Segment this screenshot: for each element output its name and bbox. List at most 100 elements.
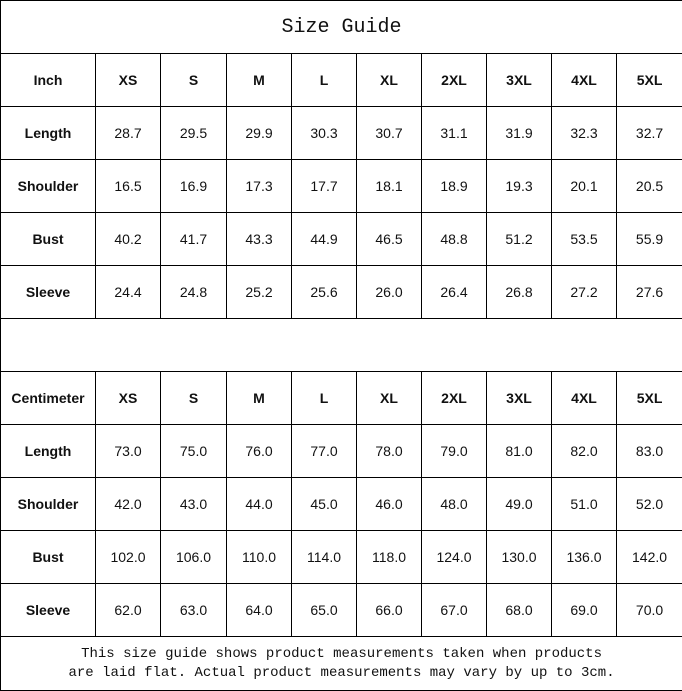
measurement-cell: 51.0 (552, 478, 617, 531)
footer-row: This size guide shows product measuremen… (1, 637, 682, 691)
row-label: Bust (1, 213, 96, 266)
measurement-cell: 142.0 (617, 531, 682, 584)
measurement-cell: 136.0 (552, 531, 617, 584)
spacer-row (1, 319, 682, 372)
measurement-cell: 20.1 (552, 160, 617, 213)
measurement-cell: 16.5 (96, 160, 161, 213)
measurement-cell: 53.5 (552, 213, 617, 266)
measurement-cell: 19.3 (487, 160, 552, 213)
measurement-cell: 44.0 (227, 478, 292, 531)
measurement-cell: 64.0 (227, 584, 292, 637)
measurement-cell: 83.0 (617, 425, 682, 478)
footer-note: This size guide shows product measuremen… (1, 637, 682, 691)
measurement-cell: 67.0 (422, 584, 487, 637)
size-header: L (292, 372, 357, 425)
measurement-cell: 66.0 (357, 584, 422, 637)
measurement-cell: 52.0 (617, 478, 682, 531)
measurement-cell: 28.7 (96, 107, 161, 160)
measurement-cell: 31.9 (487, 107, 552, 160)
measurement-cell: 41.7 (161, 213, 227, 266)
measurement-cell: 75.0 (161, 425, 227, 478)
measurement-cell: 20.5 (617, 160, 682, 213)
measurement-cell: 82.0 (552, 425, 617, 478)
measurement-cell: 73.0 (96, 425, 161, 478)
measurement-cell: 102.0 (96, 531, 161, 584)
measurement-cell: 65.0 (292, 584, 357, 637)
measurement-cell: 32.3 (552, 107, 617, 160)
measurement-cell: 24.8 (161, 266, 227, 319)
measurement-cell: 40.2 (96, 213, 161, 266)
measurement-cell: 32.7 (617, 107, 682, 160)
size-header: 3XL (487, 372, 552, 425)
size-header: S (161, 372, 227, 425)
measurement-cell: 26.4 (422, 266, 487, 319)
measurement-cell: 46.0 (357, 478, 422, 531)
measurement-cell: 18.9 (422, 160, 487, 213)
measurement-cell: 16.9 (161, 160, 227, 213)
measurement-cell: 49.0 (487, 478, 552, 531)
size-header: XL (357, 54, 422, 107)
row-label: Shoulder (1, 160, 96, 213)
measurement-cell: 81.0 (487, 425, 552, 478)
measurement-cell: 30.7 (357, 107, 422, 160)
measurement-cell: 69.0 (552, 584, 617, 637)
measurement-cell: 26.0 (357, 266, 422, 319)
row-label: Sleeve (1, 266, 96, 319)
row-label: Sleeve (1, 584, 96, 637)
size-header: L (292, 54, 357, 107)
measurement-cell: 27.6 (617, 266, 682, 319)
measurement-cell: 68.0 (487, 584, 552, 637)
measurement-cell: 130.0 (487, 531, 552, 584)
measurement-cell: 79.0 (422, 425, 487, 478)
size-header: XL (357, 372, 422, 425)
size-header: 3XL (487, 54, 552, 107)
measurement-cell: 55.9 (617, 213, 682, 266)
measurement-cell: 110.0 (227, 531, 292, 584)
spacer-cell (1, 319, 682, 372)
page-title: Size Guide (1, 1, 682, 54)
measurement-cell: 18.1 (357, 160, 422, 213)
size-header: 2XL (422, 372, 487, 425)
size-header: 5XL (617, 372, 682, 425)
row-label: Bust (1, 531, 96, 584)
size-header: 5XL (617, 54, 682, 107)
measurement-cell: 29.5 (161, 107, 227, 160)
unit-header: Centimeter (1, 372, 96, 425)
measurement-cell: 26.8 (487, 266, 552, 319)
measurement-cell: 114.0 (292, 531, 357, 584)
footer-line-2: are laid flat. Actual product measuremen… (1, 664, 682, 683)
measurement-cell: 70.0 (617, 584, 682, 637)
measurement-cell: 48.0 (422, 478, 487, 531)
measurement-cell: 118.0 (357, 531, 422, 584)
measurement-cell: 24.4 (96, 266, 161, 319)
size-header: 2XL (422, 54, 487, 107)
measurement-cell: 25.6 (292, 266, 357, 319)
title-row: Size Guide (1, 1, 682, 54)
size-header: XS (96, 54, 161, 107)
row-label: Shoulder (1, 478, 96, 531)
measurement-cell: 124.0 (422, 531, 487, 584)
measurement-cell: 31.1 (422, 107, 487, 160)
size-header: M (227, 54, 292, 107)
measurement-cell: 17.3 (227, 160, 292, 213)
measurement-cell: 63.0 (161, 584, 227, 637)
measurement-cell: 43.3 (227, 213, 292, 266)
size-header: XS (96, 372, 161, 425)
measurement-cell: 106.0 (161, 531, 227, 584)
row-label: Length (1, 107, 96, 160)
size-header: M (227, 372, 292, 425)
measurement-cell: 76.0 (227, 425, 292, 478)
measurement-cell: 42.0 (96, 478, 161, 531)
measurement-cell: 25.2 (227, 266, 292, 319)
measurement-cell: 29.9 (227, 107, 292, 160)
row-label: Length (1, 425, 96, 478)
